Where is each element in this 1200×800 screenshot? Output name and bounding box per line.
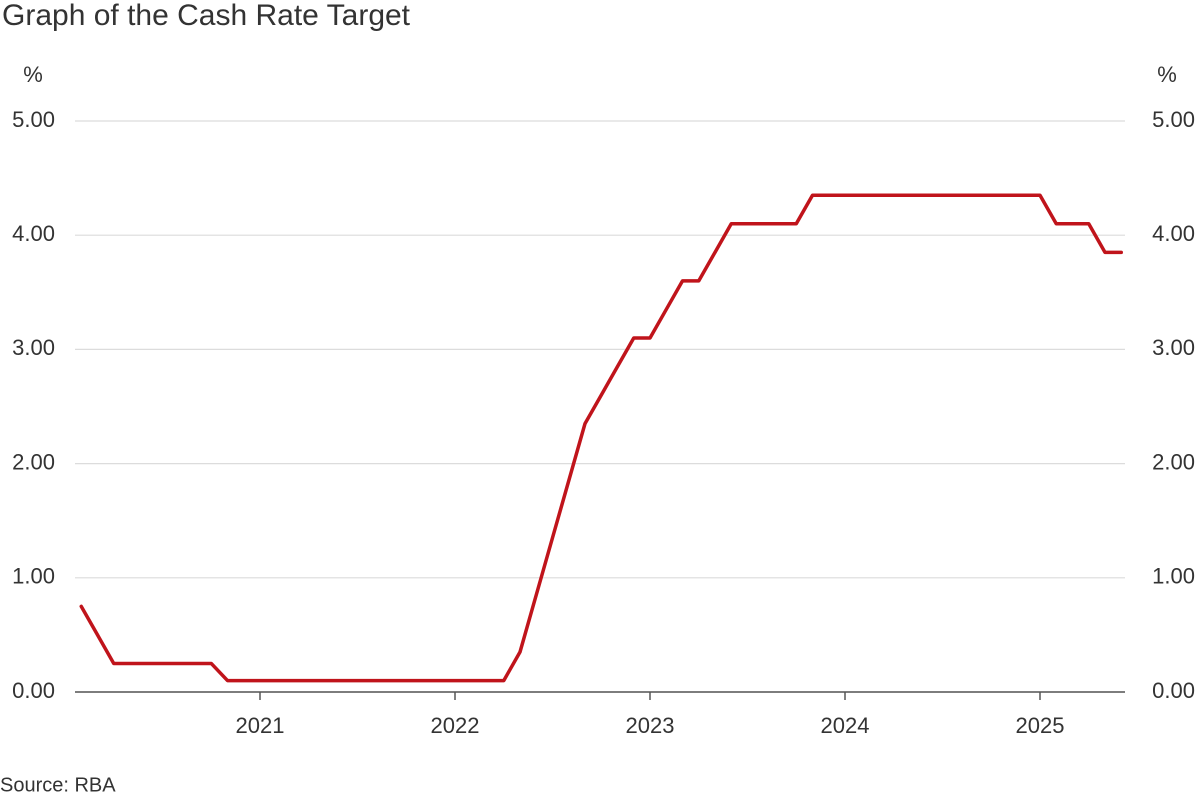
rate-line <box>79 193 1123 683</box>
x-tick-label: 2023 <box>626 713 675 738</box>
y-tick-label: 1.00 <box>12 564 55 589</box>
x-tick-label: 2022 <box>431 713 480 738</box>
y2-tick-label: 2.00 <box>1152 449 1195 474</box>
y2-tick-label: 1.00 <box>1152 564 1195 589</box>
x-tick-label: 2024 <box>821 713 870 738</box>
source-note: Source: RBA <box>0 774 116 796</box>
y-tick-label: 4.00 <box>12 221 55 246</box>
y2-tick-label: 3.00 <box>1152 335 1195 360</box>
y-tick-label: 3.00 <box>12 335 55 360</box>
x-tick-label: 2021 <box>236 713 285 738</box>
y2-tick-label: 0.00 <box>1152 678 1195 703</box>
x-tick-label: 2025 <box>1016 713 1065 738</box>
y-tick-label: 5.00 <box>12 107 55 132</box>
chart-title: Graph of the Cash Rate Target <box>2 0 411 32</box>
y-tick-label: 2.00 <box>12 449 55 474</box>
y2-axis-unit: % <box>1157 62 1177 87</box>
y2-tick-label: 4.00 <box>1152 221 1195 246</box>
y2-tick-label: 5.00 <box>1152 107 1195 132</box>
y-tick-label: 0.00 <box>12 678 55 703</box>
y-axis-unit: % <box>23 62 43 87</box>
